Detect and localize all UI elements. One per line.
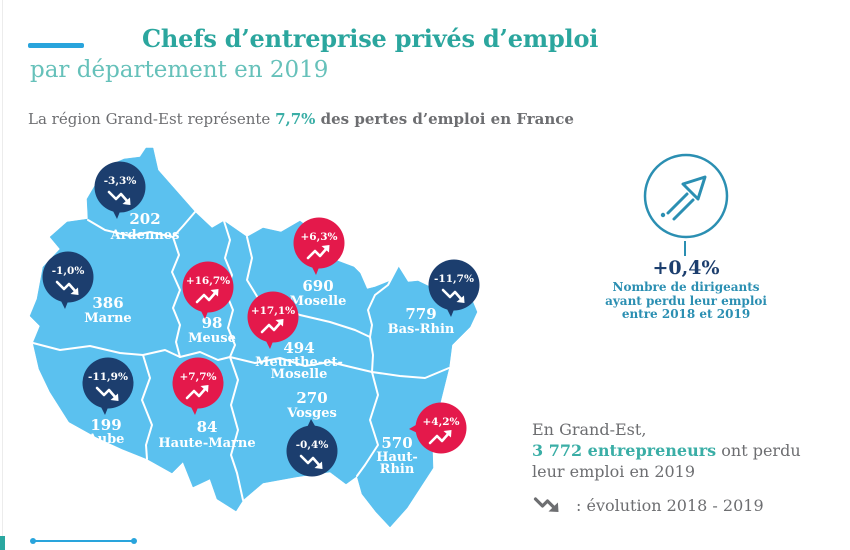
dept-name: Bas-Rhin — [388, 322, 455, 337]
summary-line-3: leur emploi en 2019 — [532, 462, 696, 481]
pin-ardennes: -3,3% — [94, 161, 146, 219]
trend-down-icon — [441, 288, 465, 303]
line-end-dot — [30, 538, 36, 544]
trend-up-icon — [185, 385, 209, 400]
dept-value: 690 — [302, 277, 333, 295]
pin-percentage: +17,1% — [251, 305, 295, 317]
pin-bas-rhin: -11,7% — [428, 259, 480, 317]
trend-down-icon — [55, 280, 79, 295]
pin-haute-marne: +7,7% — [172, 357, 224, 415]
summary-highlight: 3 772 entrepreneurs — [532, 441, 717, 460]
legend-label: : évolution 2018 - 2019 — [576, 495, 764, 515]
stat-caption-line: Nombre de dirigeants — [612, 280, 760, 294]
pin-percentage: -11,7% — [434, 273, 474, 285]
stat-caption-line: ayant perdu leur emploi — [605, 293, 767, 308]
pin-aube: -11,9% — [82, 357, 134, 415]
pin-percentage: -0,4% — [296, 439, 329, 451]
trend-down-icon — [95, 386, 119, 401]
left-edge-line — [2, 0, 3, 550]
dept-value: 779 — [405, 305, 436, 323]
evolution-legend: : évolution 2018 - 2019 — [532, 495, 764, 515]
stat-value: +0,4% — [652, 257, 720, 279]
pin-vosges: -0,4% — [286, 419, 338, 477]
trend-up-icon — [195, 289, 219, 304]
intro-suffix: des pertes d’emploi en France — [315, 110, 574, 128]
trend-up-circle-icon — [643, 153, 729, 239]
dept-value: 84 — [197, 418, 218, 436]
dept-name: Vosges — [286, 406, 337, 421]
pin-meurthe-et-moselle: +17,1% — [247, 291, 299, 349]
pin-percentage: +7,7% — [179, 371, 216, 383]
page-title: Chefs d’entreprise privés d’emploi — [142, 24, 599, 53]
summary-line-1: En Grand-Est, — [532, 420, 647, 439]
dept-name: Moselle — [271, 367, 328, 382]
trend-up-icon — [428, 430, 452, 445]
title-dash — [28, 43, 84, 48]
trend-down-icon — [107, 190, 131, 205]
trend-up-icon — [260, 319, 284, 334]
corner-accent-bar — [0, 536, 5, 550]
dept-value: 199 — [90, 416, 121, 434]
pin-percentage: -1,0% — [52, 265, 85, 277]
dept-value: 98 — [202, 314, 223, 332]
dept-value: 386 — [92, 294, 123, 312]
dept-name: Haute-Marne — [158, 436, 255, 451]
dept-name: Moselle — [290, 294, 347, 309]
pin-haut-rhin: +4,2% — [409, 402, 467, 454]
page-subtitle: par département en 2019 — [30, 57, 329, 83]
intro-text: La région Grand-Est représente 7,7% des … — [28, 110, 574, 128]
stat-caption-line: entre 2018 et 2019 — [621, 307, 751, 321]
dept-name: Meurthe-et- — [255, 355, 343, 370]
stat-caption: Nombre de dirigeants ayant perdu leur em… — [596, 280, 776, 322]
dept-name: Ardennes — [110, 228, 180, 243]
pin-meuse: +16,7% — [182, 261, 234, 319]
trend-up-icon — [306, 245, 330, 260]
pin-moselle: +6,3% — [293, 217, 345, 275]
pin-percentage: +16,7% — [186, 275, 230, 287]
summary-block: En Grand-Est, 3 772 entrepreneurs ont pe… — [532, 419, 801, 482]
pin-marne: -1,0% — [42, 251, 94, 309]
pin-percentage: -11,9% — [88, 371, 128, 383]
dept-name: Marne — [84, 311, 131, 326]
dept-name: Rhin — [380, 462, 415, 477]
pin-percentage: +6,3% — [300, 231, 337, 243]
dept-name: Meuse — [188, 331, 236, 346]
pin-percentage: +4,2% — [422, 416, 459, 428]
region-outline — [29, 147, 478, 528]
intro-prefix: La région Grand-Est représente — [28, 110, 276, 128]
dept-value: 270 — [296, 389, 327, 407]
intro-highlight: 7,7% — [275, 110, 316, 128]
summary-after-highlight: ont perdu — [716, 441, 801, 460]
dept-value: 570 — [381, 434, 412, 452]
trend-down-icon — [299, 454, 323, 469]
stat-connector-line — [684, 241, 686, 256]
bottom-accent-line — [30, 538, 137, 544]
dept-name: Haut- — [376, 450, 418, 465]
dept-value: 202 — [129, 210, 160, 228]
summary-line-2: 3 772 entrepreneurs ont perdu — [532, 440, 801, 461]
dept-value: 494 — [283, 339, 314, 357]
line-end-dot — [131, 538, 137, 544]
pin-percentage: -3,3% — [104, 175, 137, 187]
dept-name: Aube — [87, 432, 125, 447]
trend-down-zigzag-icon — [533, 497, 559, 512]
